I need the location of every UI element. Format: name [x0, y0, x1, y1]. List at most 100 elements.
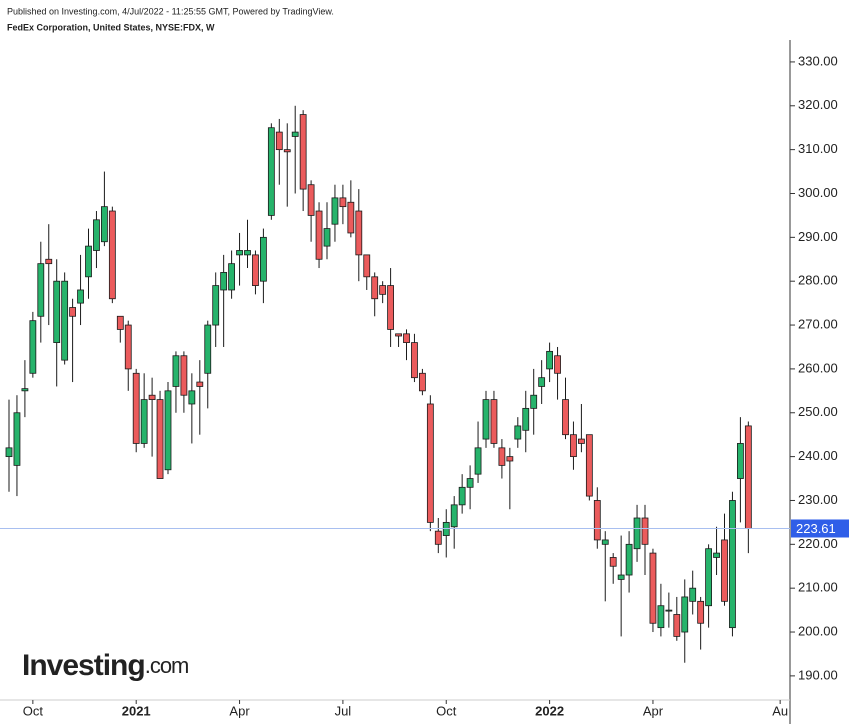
- x-tick-label: Apr: [229, 703, 250, 718]
- candle-body: [601, 539, 609, 545]
- candle-body: [705, 548, 712, 607]
- candle-body: [649, 552, 657, 624]
- candle-body: [164, 390, 172, 471]
- last-price-box: [791, 519, 849, 538]
- candle-body: [339, 197, 347, 208]
- candle-body: [220, 272, 228, 291]
- candle-body: [53, 280, 61, 343]
- y-tick-label: 290.00: [798, 229, 838, 244]
- candle-body: [593, 500, 601, 541]
- candle-body: [458, 486, 466, 506]
- candle-body: [363, 254, 371, 278]
- candle-body: [188, 390, 196, 405]
- candle-body: [744, 425, 752, 529]
- candle-body: [418, 372, 426, 392]
- candle-body: [562, 399, 569, 436]
- candle-body: [140, 399, 148, 444]
- candle-body: [5, 447, 13, 458]
- candle-body: [148, 394, 156, 401]
- candle-body: [77, 289, 84, 304]
- candle-body: [236, 250, 243, 256]
- candle-body: [625, 543, 633, 576]
- x-tick-label: Au: [772, 703, 788, 718]
- candle-body: [538, 377, 546, 387]
- candle-body: [506, 456, 514, 462]
- last-price-label: 223.61: [796, 521, 836, 536]
- candle-body: [196, 381, 204, 387]
- candle-body: [498, 447, 506, 466]
- candle-body: [116, 315, 124, 330]
- y-tick-label: 240.00: [798, 448, 838, 463]
- candle-body: [434, 530, 442, 545]
- candle-body: [244, 250, 251, 256]
- candle-body: [665, 609, 673, 612]
- candle-body: [721, 539, 728, 602]
- candle-body: [530, 394, 538, 409]
- candle-body: [633, 517, 641, 550]
- candle-body: [252, 254, 259, 286]
- candle-body: [490, 399, 498, 444]
- y-tick-label: 270.00: [798, 316, 838, 331]
- candle-body: [156, 399, 164, 479]
- published-note: Published on Investing.com, 4/Jul/2022 -…: [7, 6, 334, 16]
- candle-body: [108, 210, 116, 300]
- candle-body: [13, 412, 21, 466]
- candle-body: [172, 355, 180, 387]
- candle-body: [61, 280, 69, 361]
- x-tick-label: Jul: [335, 703, 352, 718]
- candle-body: [29, 320, 37, 374]
- logo: Investing.com: [22, 649, 188, 682]
- candle-body: [641, 517, 649, 545]
- candle-body: [585, 434, 593, 497]
- candle-body: [204, 324, 212, 374]
- candle-body: [426, 403, 434, 523]
- candle-body: [403, 333, 410, 343]
- logo-name: Investing: [22, 649, 145, 682]
- candle-body: [729, 500, 736, 629]
- candle-body: [85, 245, 92, 278]
- candle-body: [554, 355, 561, 374]
- candle-body: [180, 355, 188, 396]
- candle-body: [570, 434, 577, 458]
- candle-body: [387, 285, 395, 330]
- candle-body: [267, 127, 275, 216]
- y-tick-label: 250.00: [798, 404, 838, 419]
- candle-body: [482, 399, 490, 440]
- candle-body: [331, 197, 339, 225]
- candle-body: [101, 206, 108, 243]
- y-tick-label: 220.00: [798, 536, 838, 551]
- x-tick-label: 2022: [535, 703, 564, 718]
- candle-body: [45, 258, 53, 265]
- candle-body: [609, 557, 617, 567]
- candle-body: [713, 552, 720, 558]
- candle-body: [546, 350, 553, 370]
- candle-body: [69, 307, 76, 317]
- y-tick-label: 300.00: [798, 185, 838, 200]
- candle-body: [323, 228, 331, 247]
- candle-body: [657, 605, 665, 629]
- candle-body: [212, 285, 220, 326]
- y-tick-label: 310.00: [798, 141, 838, 156]
- candle-body: [395, 333, 402, 337]
- y-tick-label: 230.00: [798, 492, 838, 507]
- candle-body: [283, 149, 291, 153]
- candle-body: [259, 236, 267, 282]
- candle-body: [673, 614, 681, 637]
- y-tick-label: 190.00: [798, 667, 838, 682]
- y-tick-label: 330.00: [798, 53, 838, 68]
- y-tick-label: 320.00: [798, 97, 838, 112]
- candle-body: [355, 210, 363, 256]
- candle-body: [37, 263, 45, 317]
- candle-body: [474, 447, 482, 475]
- candle-body: [228, 263, 236, 291]
- candle-body: [307, 184, 315, 216]
- candle-body: [93, 219, 100, 251]
- candle-body: [371, 276, 379, 300]
- x-tick-label: Oct: [23, 703, 44, 718]
- candle-body: [21, 388, 29, 392]
- candle-body: [578, 438, 585, 444]
- candle-body: [315, 210, 323, 260]
- logo-suffix: .com: [145, 653, 189, 678]
